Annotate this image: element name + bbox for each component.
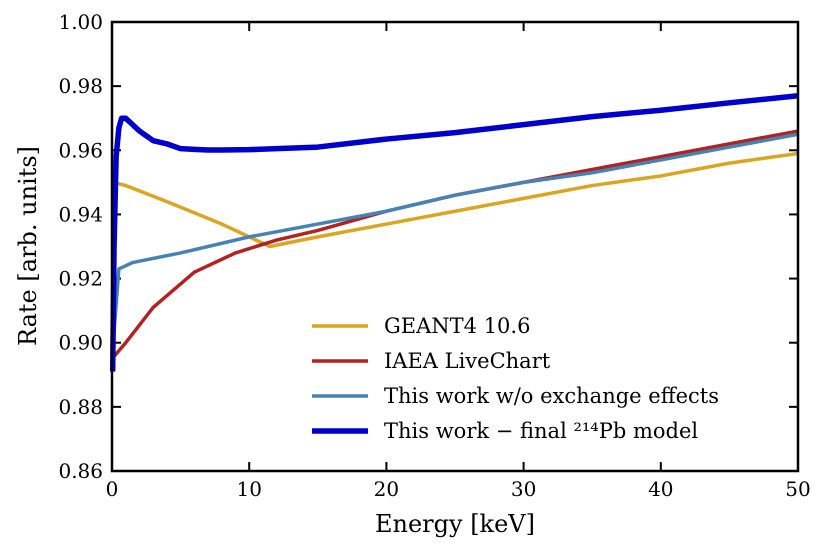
x-tick-label: 50 <box>785 477 810 501</box>
series-line-1 <box>112 151 799 249</box>
ticks-layer: 0 10 20 30 40 50 0.86 0.88 0.90 0.92 0.94 0.96 0.98 1… <box>58 10 810 501</box>
x-tick-label: 30 <box>511 477 536 501</box>
y-axis-title: Rate [arb. units] <box>14 146 42 346</box>
y-tick-label: 0.94 <box>58 202 103 226</box>
legend-label: IAEA LiveChart <box>384 349 551 373</box>
legend-label: This work − final ²¹⁴Pb model <box>384 419 698 443</box>
legend: GEANT4 10.6 IAEA LiveChart This work w/o e… <box>312 314 719 443</box>
x-tick-label: 0 <box>106 477 119 501</box>
y-tick-label: 0.92 <box>58 267 103 291</box>
series-line-4 <box>109 93 799 372</box>
plot-frame <box>110 20 800 473</box>
y-tick-label: 0.90 <box>58 331 103 355</box>
x-tick-label: 40 <box>648 477 673 501</box>
lines-layer <box>109 93 799 372</box>
x-tick-label: 10 <box>236 477 261 501</box>
y-tick-label: 0.86 <box>58 459 103 483</box>
legend-label: This work w/o exchange effects <box>384 384 719 408</box>
y-tick-label: 0.88 <box>58 395 103 419</box>
y-tick-label: 1.00 <box>58 10 103 34</box>
y-tick-label: 0.96 <box>58 138 103 162</box>
y-tick-label: 0.98 <box>58 74 103 98</box>
x-axis-title: Energy [keV] <box>375 510 535 538</box>
legend-label: GEANT4 10.6 <box>384 314 530 338</box>
series-line-2 <box>110 129 799 360</box>
series-line-3 <box>110 132 799 350</box>
x-tick-label: 20 <box>374 477 399 501</box>
